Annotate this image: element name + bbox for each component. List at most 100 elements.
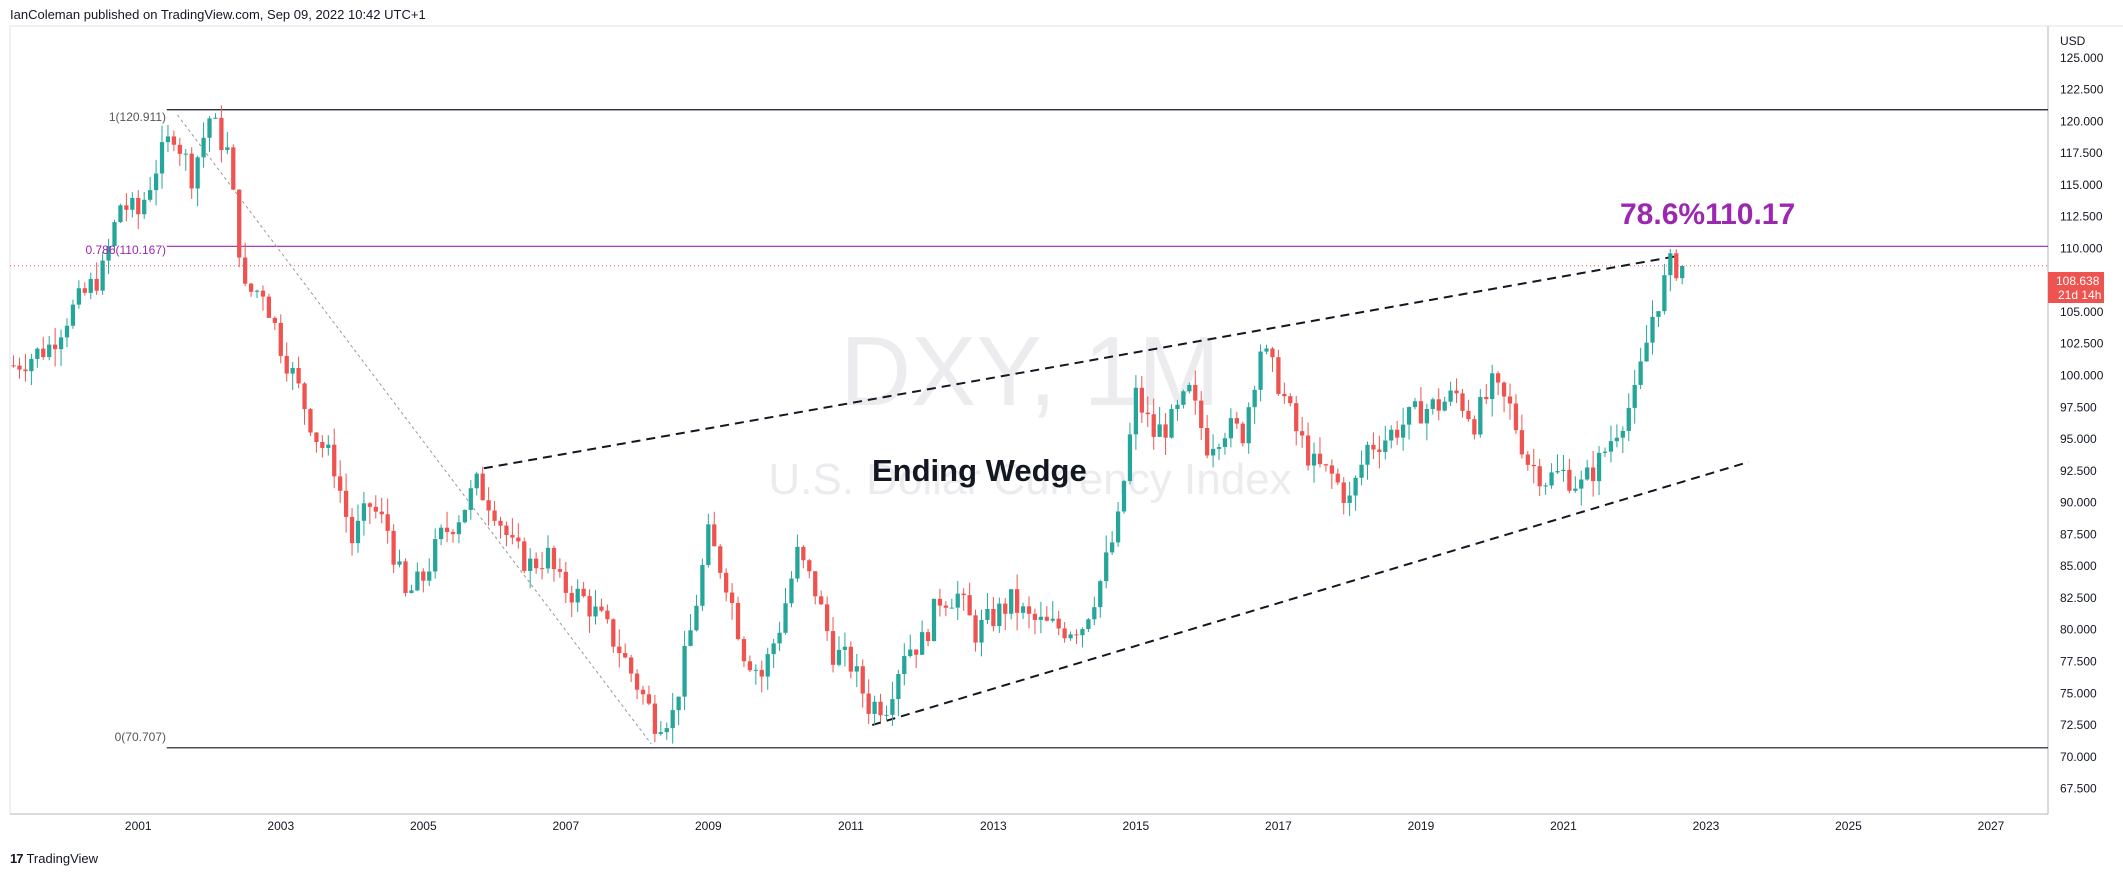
x-tick-label: 2013	[980, 819, 1007, 833]
candle-body	[17, 365, 22, 370]
candle-body	[510, 535, 515, 538]
candle-body	[1555, 471, 1560, 473]
candle-body	[741, 639, 747, 662]
x-tick-label: 2005	[410, 819, 437, 833]
candle-body	[1626, 407, 1631, 431]
candle-body	[557, 569, 563, 572]
candle-body	[925, 632, 931, 642]
watermark-description: U.S. Dollar Currency Index	[768, 455, 1291, 504]
price-axis-currency: USD	[2060, 34, 2086, 48]
candle-body	[1228, 418, 1234, 439]
candle-body	[1371, 444, 1376, 450]
fib-retracement[interactable]	[10, 109, 2048, 749]
candle-body	[1258, 351, 1263, 390]
candle-body	[183, 153, 188, 155]
current-price-label: 108.638	[2056, 274, 2100, 288]
candle-body	[991, 608, 996, 627]
tradingview-brand: TradingView	[26, 851, 99, 866]
candle-body	[1074, 634, 1079, 636]
candle-body	[391, 530, 396, 565]
candle-body	[629, 657, 634, 674]
candle-body	[1104, 552, 1109, 582]
candle-body	[1086, 619, 1091, 630]
candle-body	[177, 144, 182, 154]
x-tick-label: 2023	[1693, 819, 1720, 833]
candle-body	[617, 646, 622, 654]
candle-body	[1513, 403, 1519, 431]
candle-body	[759, 669, 764, 677]
candle-body	[931, 598, 937, 642]
x-tick-label: 2001	[125, 819, 152, 833]
candle-body	[1080, 629, 1085, 636]
candle-body	[272, 317, 277, 323]
candle-body	[1389, 429, 1394, 441]
candle-body	[1115, 511, 1121, 543]
candle-body	[41, 348, 46, 358]
candle-body	[634, 673, 640, 690]
candle-body	[522, 541, 527, 571]
candle-body	[1585, 467, 1590, 480]
candle-body	[1139, 387, 1144, 413]
watermark-symbol: DXY, 1M	[840, 316, 1219, 426]
candle-body	[563, 571, 568, 593]
candle-body	[1169, 409, 1174, 438]
y-tick-label: 125.000	[2060, 51, 2104, 65]
candles	[11, 105, 1685, 744]
trendlines[interactable]	[177, 114, 1750, 745]
candle-body	[593, 606, 598, 617]
candle-body	[1406, 407, 1412, 425]
candle-body	[237, 189, 242, 258]
candle-body	[670, 710, 675, 729]
y-tick-label: 82.500	[2060, 591, 2097, 605]
tradingview-logo[interactable]: 17 TradingView	[10, 851, 98, 866]
candle-body	[1561, 469, 1566, 472]
candle-body	[1341, 482, 1346, 503]
candle-body	[1543, 485, 1548, 487]
candle-body	[1234, 418, 1239, 424]
candle-body	[1062, 628, 1067, 639]
candle-body	[646, 694, 652, 704]
candle-body	[427, 571, 432, 581]
candle-body	[207, 118, 212, 138]
candle-body	[1460, 393, 1465, 411]
candle-body	[694, 605, 699, 631]
candle-body	[153, 173, 159, 191]
publisher-caption: IanColeman published on TradingView.com,…	[10, 7, 426, 22]
candle-body	[1507, 396, 1513, 404]
candle-body	[1442, 401, 1447, 411]
y-tick-label: 87.500	[2060, 527, 2097, 541]
candle-body	[1680, 265, 1685, 279]
candle-body	[783, 603, 788, 633]
candle-body	[1038, 616, 1044, 620]
candle-body	[830, 631, 836, 665]
candle-body	[724, 572, 729, 593]
candle-body	[1145, 412, 1150, 415]
candle-body	[296, 367, 301, 384]
fib-786-big-label[interactable]: 78.6%110.17	[1620, 198, 1795, 231]
candle-body	[52, 344, 58, 350]
candle-body	[700, 565, 705, 606]
candle-body	[640, 689, 646, 695]
candle-body	[1347, 495, 1352, 503]
y-tick-label: 75.000	[2060, 686, 2097, 700]
candle-body	[438, 527, 444, 540]
candle-body	[159, 142, 165, 174]
candle-body	[1264, 348, 1269, 352]
ending-wedge-label[interactable]: Ending Wedge	[872, 453, 1087, 488]
candle-body	[1668, 253, 1673, 276]
x-tick-label: 2007	[552, 819, 579, 833]
candle-body	[979, 619, 984, 643]
candle-body	[1098, 581, 1103, 608]
candle-body	[498, 520, 503, 526]
candle-body	[1294, 403, 1299, 432]
candle-body	[836, 649, 842, 665]
candle-body	[1157, 424, 1162, 437]
y-tick-label: 122.500	[2060, 83, 2104, 97]
candle-body	[1092, 607, 1097, 620]
candle-body	[747, 661, 753, 671]
candle-body	[486, 500, 491, 511]
candle-body	[76, 288, 82, 305]
candle-body	[1579, 479, 1584, 489]
